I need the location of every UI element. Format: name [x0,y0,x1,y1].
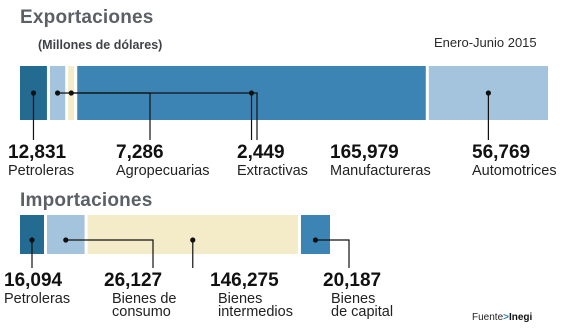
exports-category-label-2: Extractivas [237,163,308,179]
exports-subtitle: (Millones de dólares) [38,38,163,52]
exports-value-label-2: 2,449 [237,142,285,163]
imports-leader-3 [315,239,350,268]
exports-category-label-4: Automotrices [472,163,557,179]
imports-value-label-3: 20,187 [323,270,381,291]
exports-value-label-0: 12,831 [8,142,67,163]
imports-category-label-2-line-1: intermedios [218,304,293,320]
imports-value-label-1: 26,127 [104,270,162,291]
exports-value-label-4: 56,769 [472,142,530,163]
source-arrow-icon: > [503,312,509,323]
imports-value-label-0: 16,094 [4,270,63,291]
source-name: Inegi [508,312,533,323]
exports-value-label-3: 165,979 [330,142,399,163]
exports-period: Enero-Junio 2015 [434,35,537,50]
exports-category-label-1: Agropecuarias [116,163,210,179]
imports-category-label-2: Bienes [218,291,262,307]
exports-leader-2 [71,92,258,140]
imports-category-label-1-line-1: consumo [112,304,171,320]
imports-category-label-0: Petroleras [4,291,70,307]
exports-category-label-0: Petroleras [8,163,74,179]
imports-category-label-1: Bienes de [112,291,177,307]
exports-value-label-1: 7,286 [116,142,164,163]
imports-category-label-3: Bienes [331,291,375,307]
exports-title: Exportaciones [20,7,154,28]
exports-category-label-3: Manufactureras [330,163,431,179]
imports-bar-1 [47,215,85,254]
source-note: Fuente>Inegi [472,312,532,323]
imports-leader-1 [65,239,154,268]
imports-category-label-3-line-1: de capital [331,304,393,320]
imports-title: Importaciones [20,190,153,211]
source-prefix: Fuente [472,312,504,323]
imports-bar-3 [300,215,330,254]
imports-value-label-2: 146,275 [210,270,279,291]
